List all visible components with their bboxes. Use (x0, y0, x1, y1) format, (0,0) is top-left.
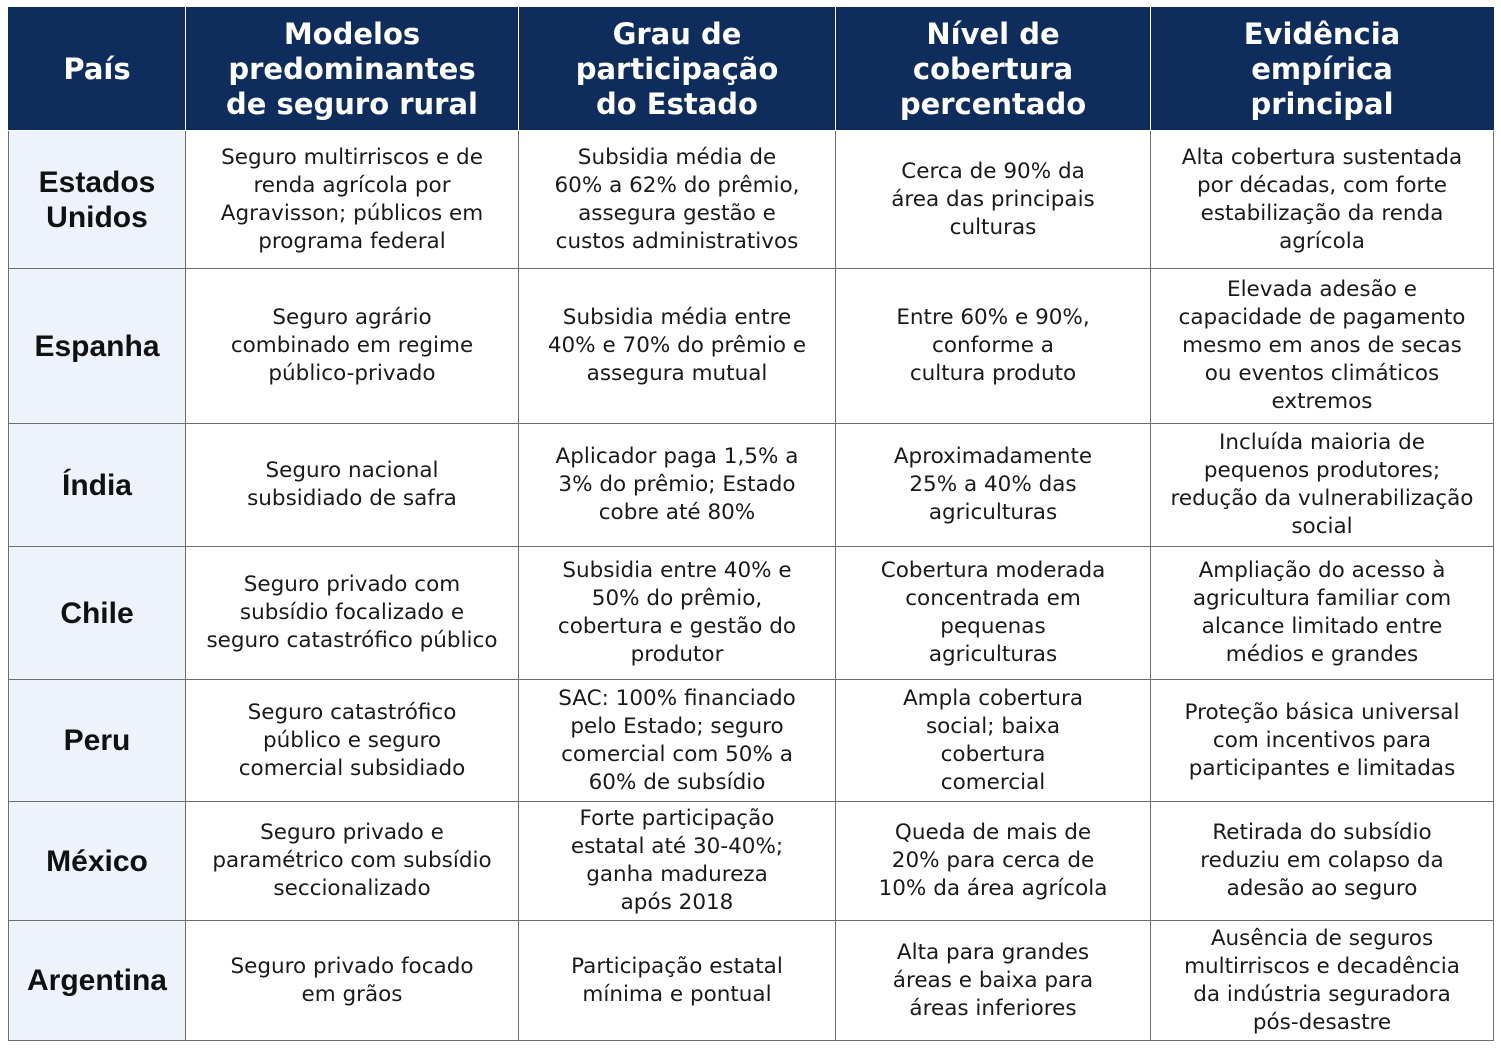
evidence-cell: Incluída maioria de pequenos produtores;… (1150, 423, 1494, 547)
table-row: Peru Seguro catastrófico público e segur… (8, 679, 1494, 802)
models-cell: Seguro agrário combinado em regime públi… (185, 268, 519, 424)
country-cell: Argentina (8, 920, 186, 1041)
table-row: Estados Unidos Seguro multirriscos e de … (8, 130, 1494, 269)
table-row: Índia Seguro nacional subsidiado de safr… (8, 423, 1494, 547)
state-participation-cell: Subsidia entre 40% e 50% do prêmio, cobe… (518, 546, 836, 680)
table-row: Argentina Seguro privado focado em grãos… (8, 920, 1494, 1041)
evidence-cell: Alta cobertura sustentada por décadas, c… (1150, 130, 1494, 269)
coverage-cell: Entre 60% e 90%, conforme a cultura prod… (835, 268, 1151, 424)
state-participation-cell: Subsidia média de 60% a 62% do prêmio, a… (518, 130, 836, 269)
coverage-cell: Queda de mais de 20% para cerca de 10% d… (835, 801, 1151, 921)
evidence-cell: Proteção básica universal com incentivos… (1150, 679, 1494, 802)
header-empirical-evidence: Evidência empírica principal (1150, 7, 1494, 131)
comparison-table: País Modelos predominantes de seguro rur… (8, 7, 1494, 1041)
models-cell: Seguro privado focado em grãos (185, 920, 519, 1041)
state-participation-cell: Subsidia média entre 40% e 70% do prêmio… (518, 268, 836, 424)
coverage-cell: Ampla cobertura social; baixa cobertura … (835, 679, 1151, 802)
table-row: Espanha Seguro agrário combinado em regi… (8, 268, 1494, 424)
table-body: Estados Unidos Seguro multirriscos e de … (8, 130, 1494, 1041)
evidence-cell: Ausência de seguros multirriscos e decad… (1150, 920, 1494, 1041)
table-row: México Seguro privado e paramétrico com … (8, 801, 1494, 921)
coverage-cell: Aproximadamente 25% a 40% das agricultur… (835, 423, 1151, 547)
models-cell: Seguro multirriscos e de renda agrícola … (185, 130, 519, 269)
coverage-cell: Alta para grandes áreas e baixa para áre… (835, 920, 1151, 1041)
state-participation-cell: Aplicador paga 1,5% a 3% do prêmio; Esta… (518, 423, 836, 547)
country-cell: Espanha (8, 268, 186, 424)
table-row: Chile Seguro privado com subsídio focali… (8, 546, 1494, 680)
evidence-cell: Retirada do subsídio reduziu em colapso … (1150, 801, 1494, 921)
evidence-cell: Elevada adesão e capacidade de pagamento… (1150, 268, 1494, 424)
models-cell: Seguro nacional subsidiado de safra (185, 423, 519, 547)
header-coverage-level: Nível de cobertura percentado (835, 7, 1151, 131)
models-cell: Seguro catastrófico público e seguro com… (185, 679, 519, 802)
coverage-cell: Cerca de 90% da área das principais cult… (835, 130, 1151, 269)
country-cell: Índia (8, 423, 186, 547)
country-cell: Chile (8, 546, 186, 680)
country-cell: México (8, 801, 186, 921)
state-participation-cell: Forte participação estatal até 30-40%; g… (518, 801, 836, 921)
header-models: Modelos predominantes de seguro rural (185, 7, 519, 131)
country-cell: Peru (8, 679, 186, 802)
country-cell: Estados Unidos (8, 130, 186, 269)
models-cell: Seguro privado e paramétrico com subsídi… (185, 801, 519, 921)
header-state-participation: Grau de participação do Estado (518, 7, 836, 131)
header-country: País (8, 7, 186, 131)
evidence-cell: Ampliação do acesso à agricultura famili… (1150, 546, 1494, 680)
state-participation-cell: Participação estatal mínima e pontual (518, 920, 836, 1041)
state-participation-cell: SAC: 100% financiado pelo Estado; seguro… (518, 679, 836, 802)
header-row: País Modelos predominantes de seguro rur… (8, 7, 1494, 131)
coverage-cell: Cobertura moderada concentrada em pequen… (835, 546, 1151, 680)
models-cell: Seguro privado com subsídio focalizado e… (185, 546, 519, 680)
table-header: País Modelos predominantes de seguro rur… (8, 7, 1494, 131)
